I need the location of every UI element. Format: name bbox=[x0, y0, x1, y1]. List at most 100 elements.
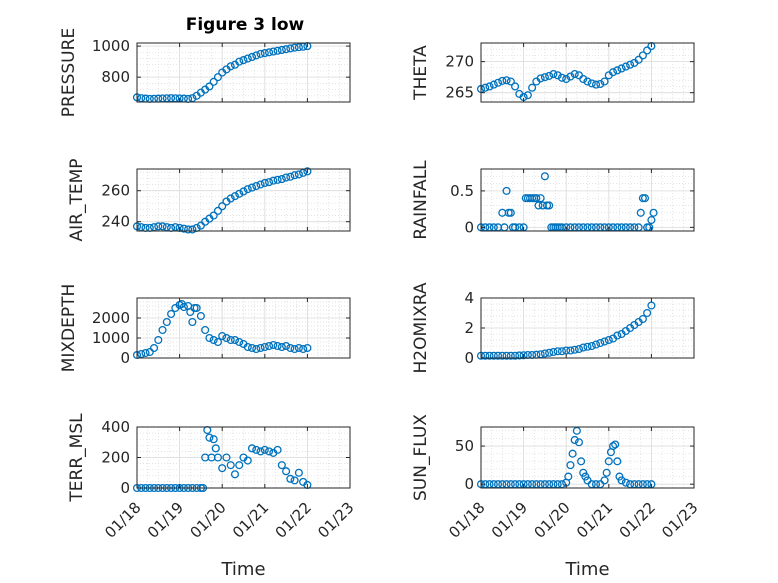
data-point bbox=[260, 49, 269, 58]
data-point bbox=[596, 338, 605, 348]
data-point bbox=[209, 211, 218, 220]
x-tick-label: 01/23 bbox=[314, 498, 357, 541]
data-point bbox=[511, 82, 520, 91]
y-tick-label: 400 bbox=[101, 418, 130, 436]
data-point bbox=[502, 351, 511, 360]
data-point bbox=[638, 314, 647, 324]
x-tick-label: 01/18 bbox=[445, 498, 488, 541]
data-point bbox=[557, 73, 566, 82]
data-point bbox=[213, 73, 222, 82]
data-point bbox=[481, 83, 490, 92]
x-tick-label: 01/20 bbox=[186, 498, 229, 541]
data-point bbox=[647, 301, 656, 310]
data-point bbox=[162, 317, 171, 327]
subplot-6: 0 2 4 H2OMIXRA bbox=[411, 282, 695, 374]
data-point bbox=[184, 225, 193, 234]
y-tick-label: 200 bbox=[101, 449, 130, 467]
data-point bbox=[226, 194, 235, 203]
subplot-7: 0 200 400 01/18 01/19 01/20 01/21 01/22 01/23 TER… bbox=[67, 413, 358, 580]
data-point bbox=[519, 351, 528, 360]
x-tick-label: 01/19 bbox=[488, 498, 531, 541]
data-point bbox=[137, 349, 146, 359]
data-point bbox=[303, 343, 312, 353]
axes-box bbox=[480, 426, 695, 489]
data-point bbox=[226, 62, 235, 71]
data-point bbox=[256, 343, 265, 353]
y-tick-label: 0 bbox=[120, 479, 130, 497]
figure-title: Figure 3 low bbox=[186, 15, 305, 35]
data-point bbox=[282, 45, 291, 54]
data-point bbox=[545, 71, 554, 80]
data-point bbox=[252, 445, 261, 454]
data-point bbox=[498, 76, 507, 85]
data-point bbox=[213, 337, 222, 347]
data-point bbox=[290, 344, 299, 354]
data-point bbox=[611, 440, 620, 449]
subplot-2: 265 270 THETA bbox=[411, 42, 695, 103]
y-axis-label: RAINFALL bbox=[411, 160, 431, 240]
data-point bbox=[583, 77, 592, 86]
data-point bbox=[273, 341, 282, 351]
data-point bbox=[545, 201, 554, 210]
data-point bbox=[566, 72, 575, 81]
data-point bbox=[179, 302, 188, 312]
data-point bbox=[506, 77, 515, 86]
data-point bbox=[290, 476, 299, 485]
data-point bbox=[277, 461, 286, 470]
data-point bbox=[506, 208, 515, 217]
data-point bbox=[226, 335, 235, 345]
data-point bbox=[196, 311, 205, 321]
data-point bbox=[247, 343, 257, 353]
data-point bbox=[553, 347, 562, 356]
data-point bbox=[570, 435, 579, 445]
data-point bbox=[290, 171, 299, 180]
axes-box bbox=[480, 42, 695, 103]
data-point bbox=[149, 343, 159, 353]
data-point bbox=[643, 46, 652, 55]
data-point bbox=[532, 194, 541, 203]
data-point bbox=[218, 464, 227, 473]
data-point bbox=[604, 335, 613, 345]
data-point bbox=[192, 303, 201, 313]
data-point bbox=[489, 351, 498, 360]
data-point bbox=[154, 335, 163, 345]
data-point bbox=[273, 175, 282, 184]
data-point bbox=[286, 44, 295, 53]
data-point bbox=[211, 444, 220, 453]
data-point bbox=[213, 206, 222, 215]
data-point bbox=[252, 182, 261, 191]
data-point bbox=[247, 444, 257, 453]
data-point bbox=[230, 470, 240, 479]
data-point bbox=[634, 55, 643, 64]
data-point bbox=[502, 186, 511, 195]
y-axis-label: TERR_MSL bbox=[67, 413, 87, 503]
data-point bbox=[294, 343, 303, 353]
data-point bbox=[649, 208, 658, 217]
data-point bbox=[609, 442, 618, 451]
data-point bbox=[222, 333, 231, 343]
data-point bbox=[277, 175, 286, 184]
y-tick-label: 0 bbox=[464, 475, 474, 493]
x-tick-label: 01/20 bbox=[530, 498, 573, 541]
data-point bbox=[243, 185, 252, 194]
data-point bbox=[265, 447, 274, 456]
data-point bbox=[269, 47, 278, 56]
data-point bbox=[636, 208, 645, 217]
data-point bbox=[549, 347, 558, 357]
data-point bbox=[587, 79, 596, 88]
data-point bbox=[574, 438, 584, 447]
data-point bbox=[570, 345, 579, 354]
data-point bbox=[239, 187, 248, 196]
y-tick-label: 0 bbox=[120, 349, 130, 367]
subplot-4: 0 0.5 RAINFALL bbox=[411, 160, 695, 240]
x-tick-label: 01/22 bbox=[272, 498, 315, 541]
x-tick-label: 01/21 bbox=[229, 498, 272, 541]
data-point bbox=[566, 346, 575, 355]
data-point bbox=[553, 71, 562, 80]
y-tick-label: 1000 bbox=[92, 37, 130, 55]
data-point bbox=[256, 447, 265, 456]
data-point bbox=[260, 445, 269, 454]
data-point bbox=[247, 183, 257, 192]
data-point bbox=[604, 457, 613, 466]
